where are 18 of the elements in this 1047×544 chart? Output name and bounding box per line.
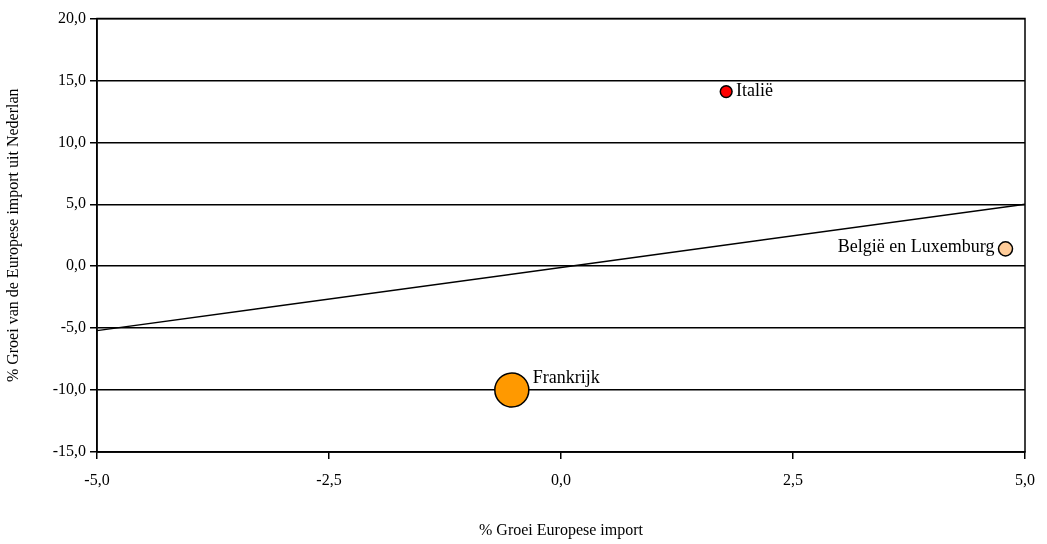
x-axis-title: % Groei Europese import bbox=[479, 520, 644, 539]
y-tick-label: -5,0 bbox=[60, 318, 86, 336]
y-tick-label: 0,0 bbox=[66, 256, 86, 274]
annotation: Italië bbox=[736, 80, 774, 101]
y-tick-label: 10,0 bbox=[58, 132, 86, 150]
annotation: België en Luxemburg bbox=[837, 235, 995, 256]
y-tick-label: 15,0 bbox=[58, 70, 86, 88]
y-axis-title: % Groei van de Europese import uit Nederlan bbox=[3, 88, 22, 383]
x-tick-label: 2,5 bbox=[783, 470, 803, 488]
y-tick-label: -15,0 bbox=[52, 442, 86, 460]
x-tick-label: 0,0 bbox=[551, 470, 571, 488]
y-tick-label: 20,0 bbox=[58, 8, 86, 26]
y-tick-label: 5,0 bbox=[66, 194, 86, 212]
x-tick-label: -2,5 bbox=[316, 470, 342, 488]
x-tick-label: -5,0 bbox=[84, 470, 110, 488]
x-tick-label: 5,0 bbox=[1015, 470, 1035, 488]
annotation: Frankrijk bbox=[532, 366, 600, 387]
y-tick-label: -10,0 bbox=[52, 380, 86, 398]
